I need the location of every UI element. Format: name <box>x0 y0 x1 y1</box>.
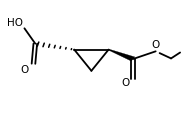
Polygon shape <box>108 49 135 61</box>
Text: O: O <box>21 65 29 75</box>
Text: O: O <box>151 40 159 50</box>
Text: O: O <box>121 78 129 88</box>
Text: HO: HO <box>7 18 23 28</box>
